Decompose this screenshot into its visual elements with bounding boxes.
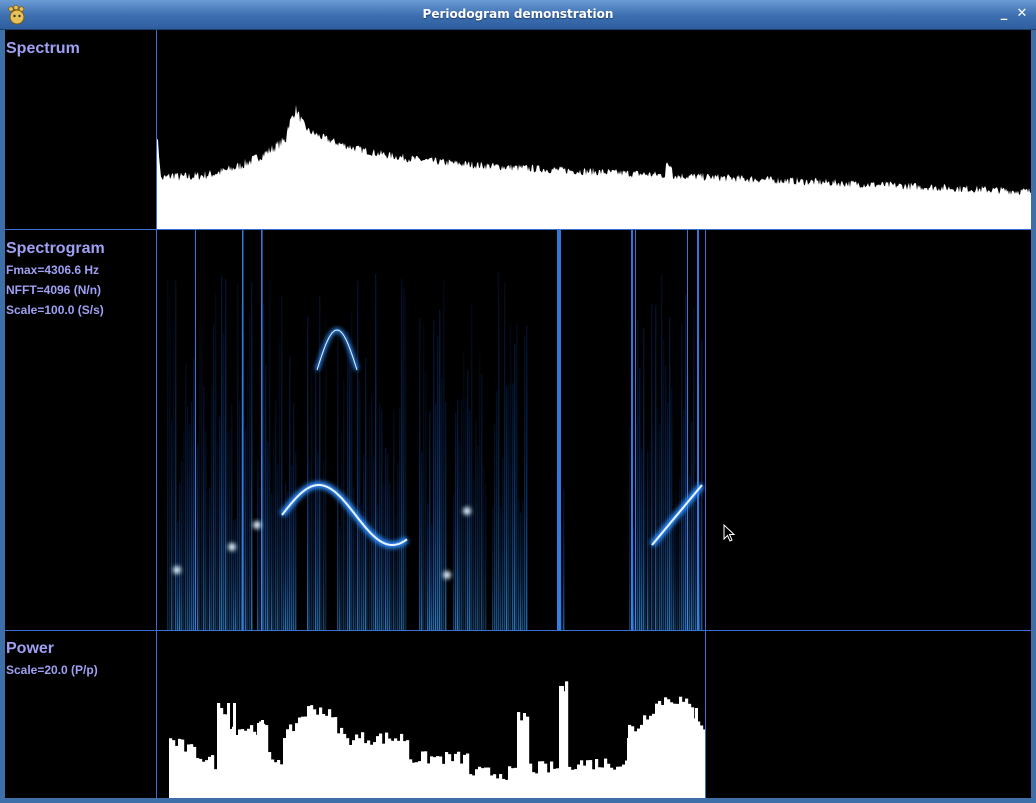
spectrogram-title: Spectrogram [6,240,105,257]
spectrum-bottom-divider [5,229,1031,230]
spectrum-plot [157,104,1031,229]
label-column-divider [156,30,157,798]
spectrum-title: Spectrum [6,40,80,57]
time-end-divider [705,230,706,798]
spectrogram-streaks [167,230,705,630]
spectrogram-scale-readout: Scale=100.0 (S/s) [6,303,104,317]
power-scale-readout: Scale=20.0 (P/p) [6,663,98,677]
spectrogram-bottom-divider [5,630,1031,631]
power-title: Power [6,640,55,657]
title-bar[interactable]: Periodogram demonstration _ ✕ [0,0,1036,30]
arrow-cursor-icon [723,524,736,542]
power-bars [169,681,705,798]
gnome-foot-icon [8,4,25,25]
close-button[interactable]: ✕ [1016,6,1028,21]
minimize-button[interactable]: _ [1000,6,1008,21]
power-plot [169,681,705,798]
nfft-readout: NFFT=4096 (N/n) [6,283,102,297]
spectrum-trace [157,104,1031,229]
fmax-readout: Fmax=4306.6 Hz [6,263,100,277]
window-title: Periodogram demonstration [422,7,614,21]
periodogram-canvas[interactable]: Spectrum Spectrogram Fmax=4306.6 Hz NFFT… [5,30,1031,798]
spectrogram-plot [167,230,705,630]
